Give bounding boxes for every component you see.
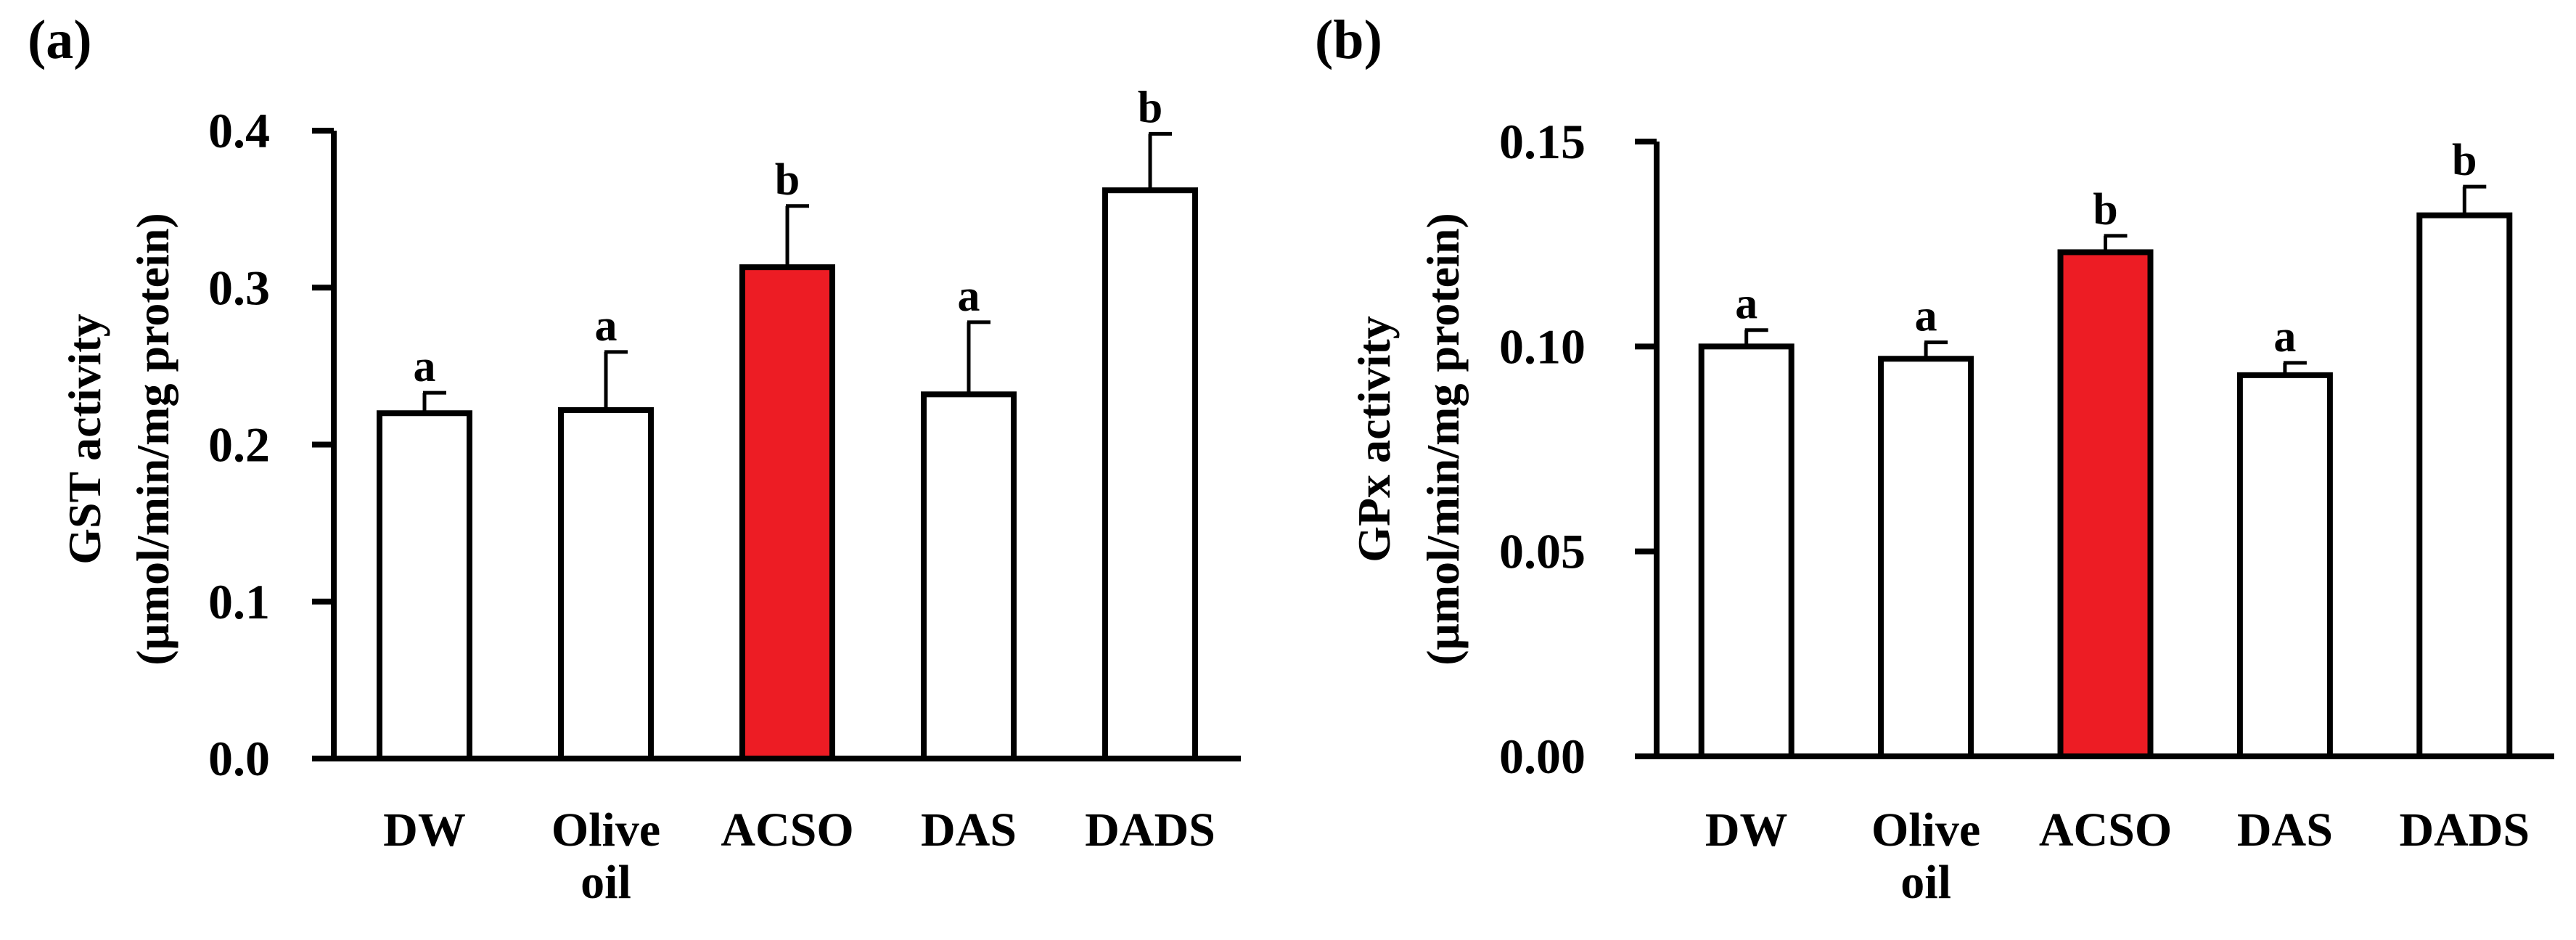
y-tick-label: 0.15 xyxy=(1499,114,1586,169)
y-tick-label: 0.05 xyxy=(1499,524,1586,579)
y-tick-label: 0.2 xyxy=(208,417,270,473)
y-tick-label: 0.00 xyxy=(1499,729,1586,784)
chart-panel-a: (a) GST activity (μmol/min/mg protein) 0.0 0… xyxy=(28,9,1241,909)
bar-dw xyxy=(1698,343,1794,760)
y-tick-label: 0.4 xyxy=(208,103,270,158)
significance-label: a xyxy=(414,342,436,391)
x-tick-label: DADS xyxy=(1085,804,1215,857)
bar-dads xyxy=(2416,212,2513,759)
x-tick-label: DAS xyxy=(2237,804,2333,857)
significance-label: b xyxy=(1138,83,1162,132)
x-tick-label: oil xyxy=(581,856,631,909)
x-tick-label: DADS xyxy=(2399,804,2530,857)
y-axis-label: GST activity xyxy=(59,314,110,565)
y-axis-label: GPx activity xyxy=(1348,316,1400,562)
x-tick-label: ACSO xyxy=(721,804,853,857)
x-tick-label: oil xyxy=(1900,856,1951,909)
significance-label: a xyxy=(1735,279,1757,329)
x-tick-label: DW xyxy=(1705,804,1788,857)
bar-das xyxy=(2236,372,2333,759)
significance-label: b xyxy=(775,155,800,205)
x-tick-label: ACSO xyxy=(2039,804,2172,857)
bar-olive-oil xyxy=(1878,356,1974,760)
significance-label: a xyxy=(595,301,618,351)
y-axis-label-units: (μmol/min/mg protein) xyxy=(127,213,179,666)
bar-das xyxy=(921,391,1017,761)
x-tick-label: DW xyxy=(383,804,466,857)
significance-label: b xyxy=(2452,136,2477,185)
bar-dads xyxy=(1102,187,1198,761)
y-tick-label: 0.3 xyxy=(208,260,270,315)
y-tick-label: 0.1 xyxy=(208,574,270,629)
chart-panel-b: (b) GPx activity (μmol/min/mg protein) 0.00… xyxy=(1315,9,2554,909)
y-axis-label-units: (μmol/min/mg protein) xyxy=(1417,213,1469,666)
bar-acso xyxy=(2057,249,2154,759)
bar-acso xyxy=(739,264,835,761)
significance-label: a xyxy=(2273,312,2296,361)
panel-label: (a) xyxy=(28,9,92,70)
x-tick-label: Olive xyxy=(1871,804,1980,857)
x-tick-label: DAS xyxy=(921,804,1017,857)
y-tick-label: 0.10 xyxy=(1499,319,1586,374)
bar-olive-oil xyxy=(558,406,654,761)
bar-dw xyxy=(377,410,472,761)
x-tick-label: Olive xyxy=(551,804,660,857)
panel-label: (b) xyxy=(1315,9,1382,70)
significance-label: b xyxy=(2093,185,2117,234)
significance-label: a xyxy=(1915,292,1937,341)
significance-label: a xyxy=(958,271,980,321)
y-tick-label: 0.0 xyxy=(208,731,270,786)
